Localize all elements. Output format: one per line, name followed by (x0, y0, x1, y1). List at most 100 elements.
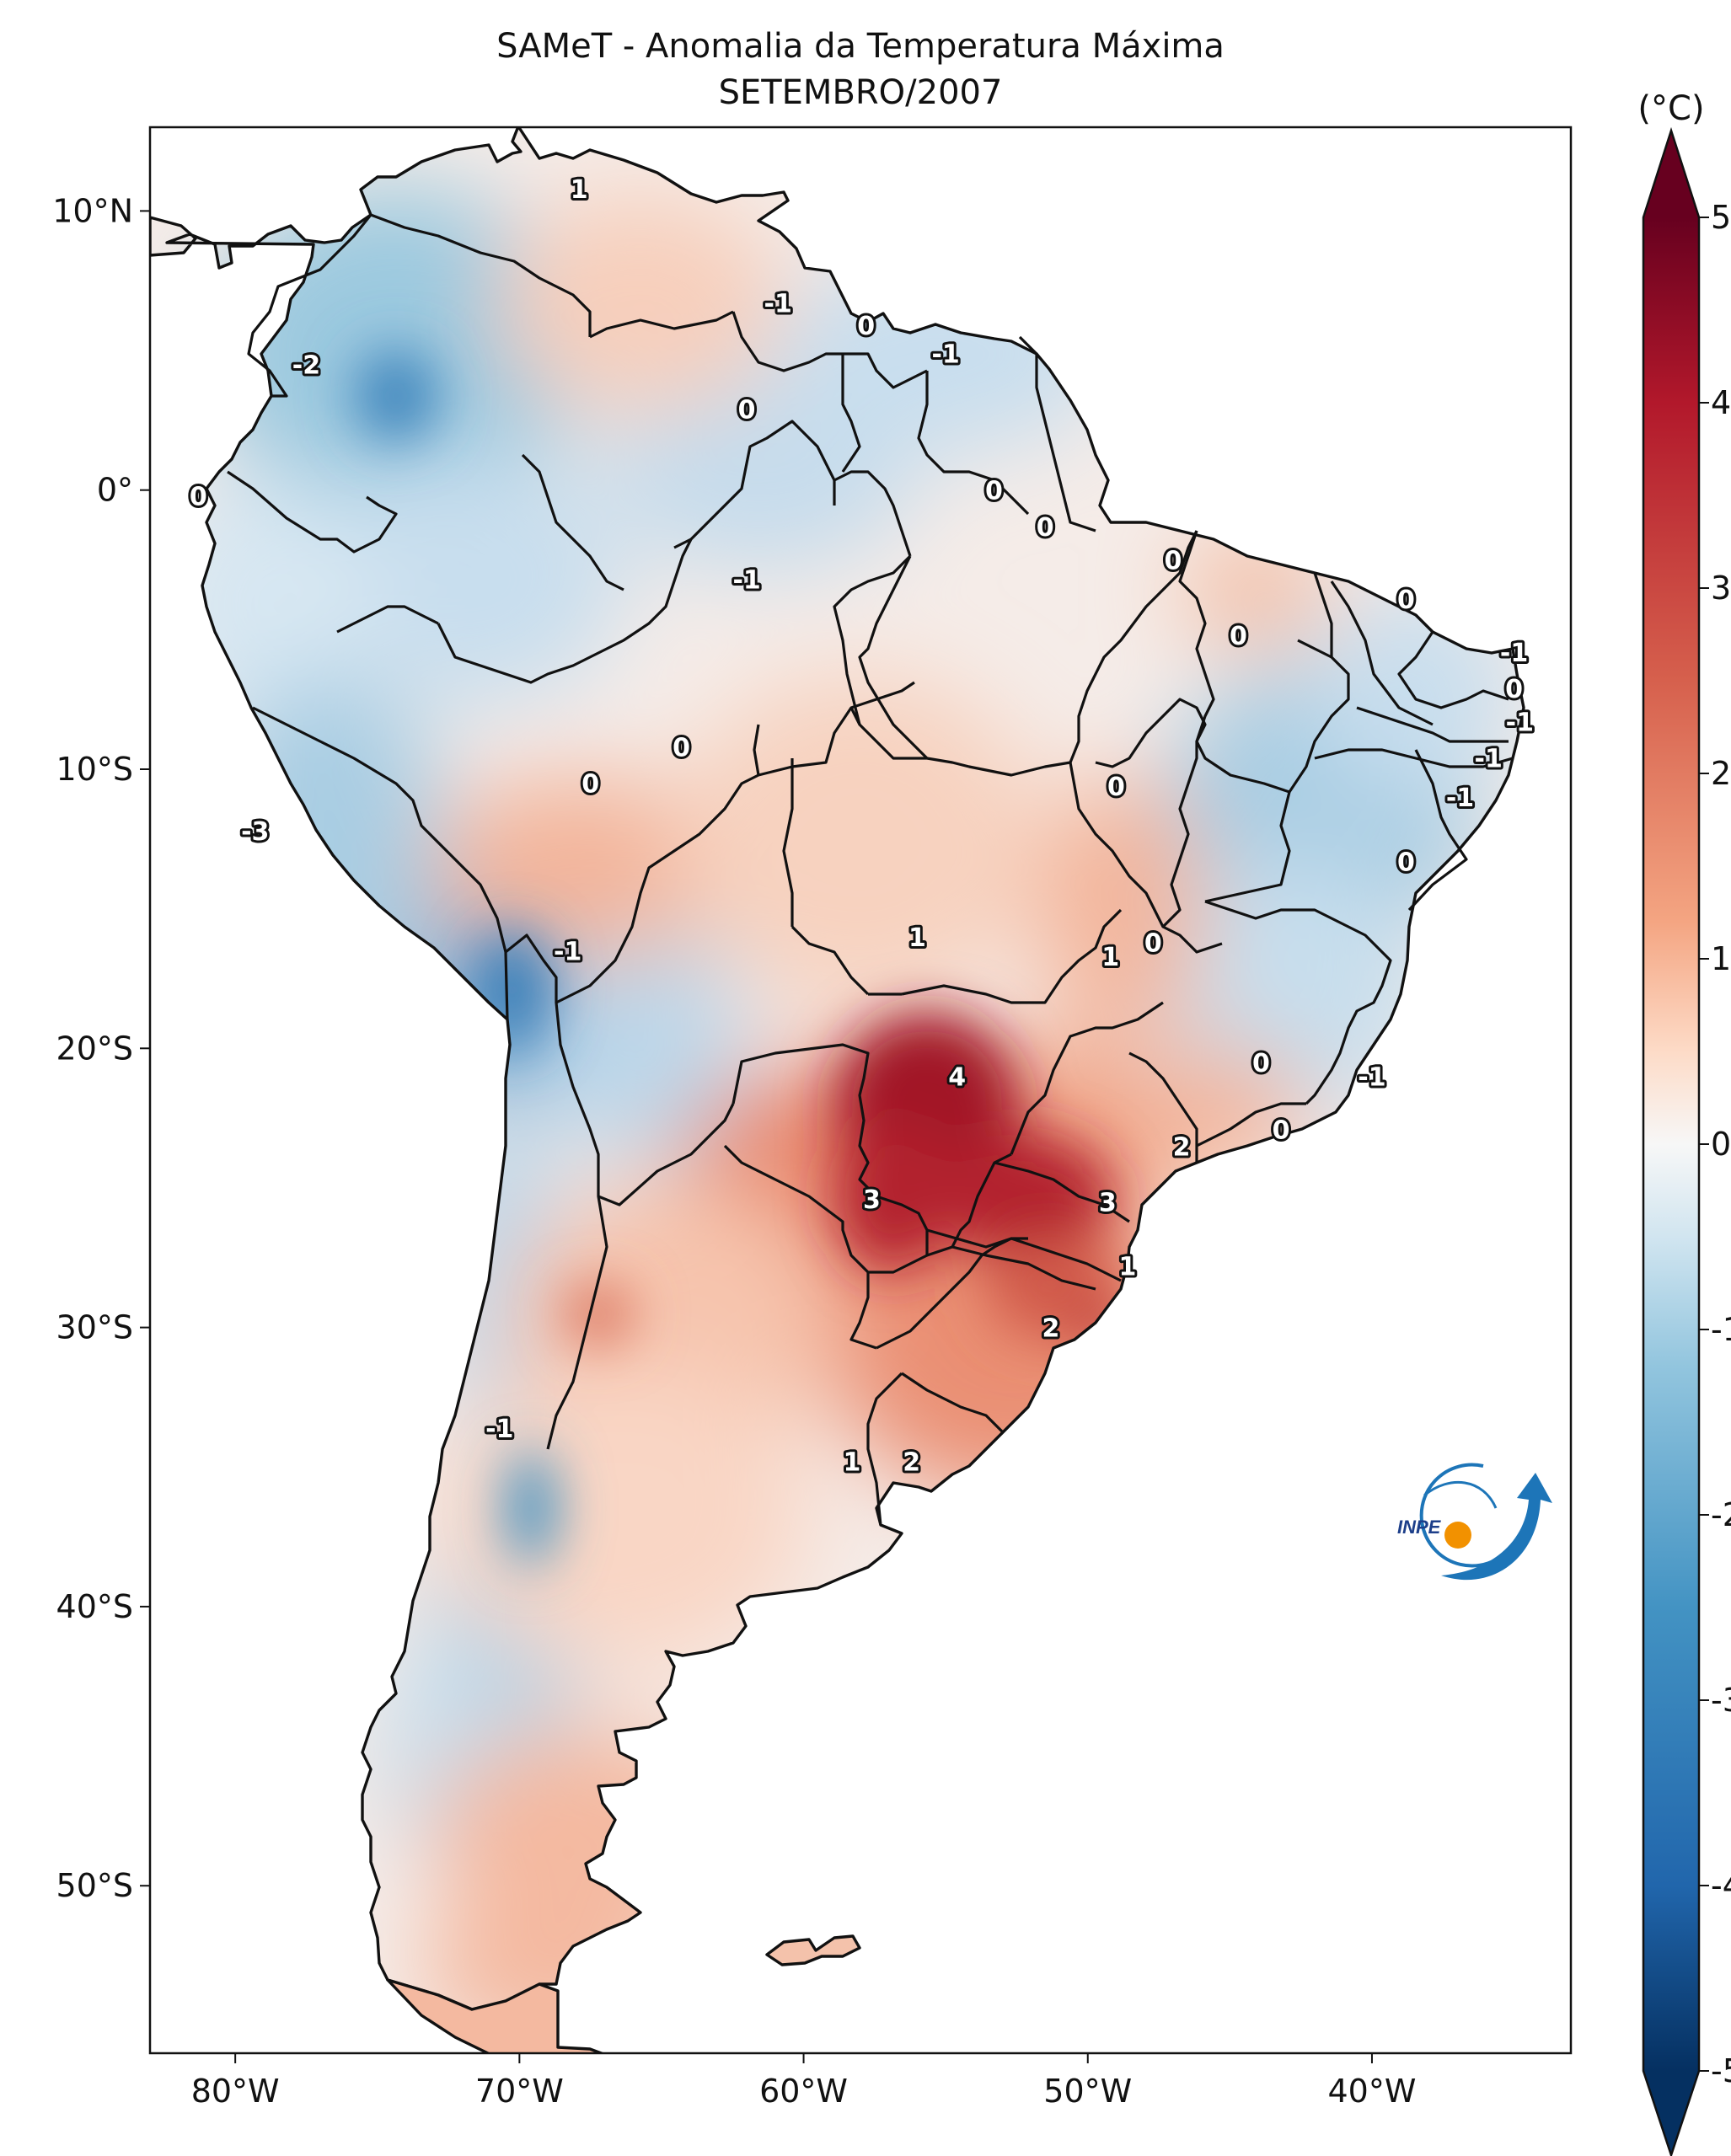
contour-label: -1 (485, 1415, 513, 1444)
border-line (1128, 1051, 1198, 1163)
contour-label: 0 (1252, 1049, 1270, 1078)
border-line (901, 1372, 1005, 1434)
border-line (723, 1144, 929, 1274)
contour-label: 2 (1173, 1132, 1191, 1162)
border-line (1010, 1001, 1164, 1155)
country-borders (227, 213, 1514, 1526)
border-line (926, 1153, 1012, 1257)
border-line (917, 371, 1030, 516)
x-axis: 80°W 70°W 60°W 50°W 40°W (191, 2053, 1416, 2110)
border-line (1178, 530, 1290, 794)
y-tick-label: 50°S (56, 1867, 133, 1904)
border-line (546, 1196, 608, 1450)
border-line (849, 1272, 877, 1350)
x-tick-label: 80°W (191, 2073, 280, 2110)
border-line (1356, 706, 1509, 743)
border-line (843, 352, 928, 389)
colorbar-gradient (1643, 217, 1699, 2071)
contour-label: 0 (1107, 773, 1125, 802)
contour-label: 0 (857, 312, 875, 341)
colorbar-tick-label: -1 (1711, 1311, 1731, 1348)
contour-label: 0 (1397, 848, 1415, 877)
border-line (1314, 748, 1514, 768)
inpe-logo: INPE (1397, 1463, 1552, 1581)
border-line (866, 1372, 903, 1526)
y-tick-label: 20°S (56, 1030, 133, 1067)
border-line (1204, 791, 1291, 903)
contour-label: -1 (554, 937, 581, 966)
border-line (437, 538, 693, 684)
contour-label: 0 (985, 477, 1003, 506)
border-line (521, 453, 624, 591)
border-line (1288, 639, 1350, 793)
y-tick-label: 10°N (52, 192, 133, 229)
contour-label: -1 (1506, 709, 1534, 738)
colorbar-tick-label: 2 (1711, 755, 1731, 792)
border-line (370, 213, 592, 337)
border-line (589, 310, 734, 339)
border-line (994, 1161, 1130, 1223)
map-subtitle: SETEMBRO/2007 (719, 73, 1003, 112)
border-line (732, 1043, 878, 1198)
border-line (951, 1245, 1096, 1291)
colorbar-tick-label: 0 (1711, 1126, 1731, 1163)
y-tick-label: 30°S (56, 1309, 133, 1346)
contour-label: -1 (764, 290, 792, 319)
inpe-logo-text: INPE (1397, 1517, 1442, 1538)
border-line (753, 724, 760, 776)
colorbar-ticks: 5 4 3 2 1 0 -1 -2 -3 -4 -5 (1699, 199, 1731, 2089)
border-line (901, 908, 1123, 1004)
contour-label: 0 (581, 770, 599, 800)
border-line (336, 605, 439, 634)
map-title: SAMeT - Anomalia da Temperatura Máxima (496, 27, 1225, 66)
contour-label: 1 (1101, 943, 1119, 972)
colorbar-tick-label: -3 (1711, 1682, 1731, 1719)
contour-label: 1 (843, 1448, 860, 1478)
colorbar-tick-label: -4 (1711, 1867, 1731, 1904)
border-line (926, 1228, 1122, 1282)
contour-label: -1 (1475, 745, 1503, 774)
contour-label: -1 (1500, 639, 1528, 668)
border-line (849, 707, 1071, 777)
border-line (833, 554, 912, 725)
border-line (673, 420, 836, 549)
contour-label: -1 (732, 566, 760, 596)
colorbar: (°C) 5 4 3 2 1 0 -1 -2 -3 -4 -5 (1637, 89, 1731, 2156)
contour-label: 0 (1037, 513, 1054, 543)
x-tick-label: 50°W (1043, 2073, 1132, 2110)
contour-label: 0 (1273, 1115, 1290, 1145)
contour-label: -1 (1446, 784, 1474, 813)
border-line (1397, 631, 1509, 709)
border-line (1018, 335, 1096, 532)
colorbar-tick-label: 5 (1711, 199, 1731, 236)
contour-label: 0 (1230, 622, 1247, 651)
border-line (505, 934, 735, 1206)
colorbar-tick-label: 1 (1711, 940, 1731, 977)
border-line (782, 758, 794, 927)
contour-label: 3 (1099, 1189, 1117, 1218)
contour-label: -3 (241, 817, 269, 847)
border-line (1069, 762, 1223, 954)
border-line (1204, 900, 1392, 1105)
border-line (1330, 580, 1434, 726)
border-line (1196, 1102, 1306, 1148)
border-line (1069, 530, 1198, 763)
x-tick-label: 40°W (1327, 2073, 1416, 2110)
colorbar-tick-label: -5 (1711, 2052, 1731, 2089)
colorbar-tick-label: 4 (1711, 384, 1731, 421)
contour-label: 0 (1144, 928, 1162, 958)
colorbar-unit: (°C) (1637, 89, 1704, 128)
border-line (227, 470, 398, 554)
border-line (252, 706, 509, 1020)
border-line (732, 311, 843, 372)
contour-label: 0 (1164, 547, 1182, 576)
contour-label: 0 (190, 482, 207, 511)
map-frame (148, 126, 1573, 2055)
border-line (1313, 572, 1333, 657)
y-tick-label: 10°S (56, 751, 133, 788)
contour-label: 4 (948, 1062, 966, 1092)
border-line (858, 555, 929, 760)
x-tick-label: 70°W (475, 2073, 564, 2110)
